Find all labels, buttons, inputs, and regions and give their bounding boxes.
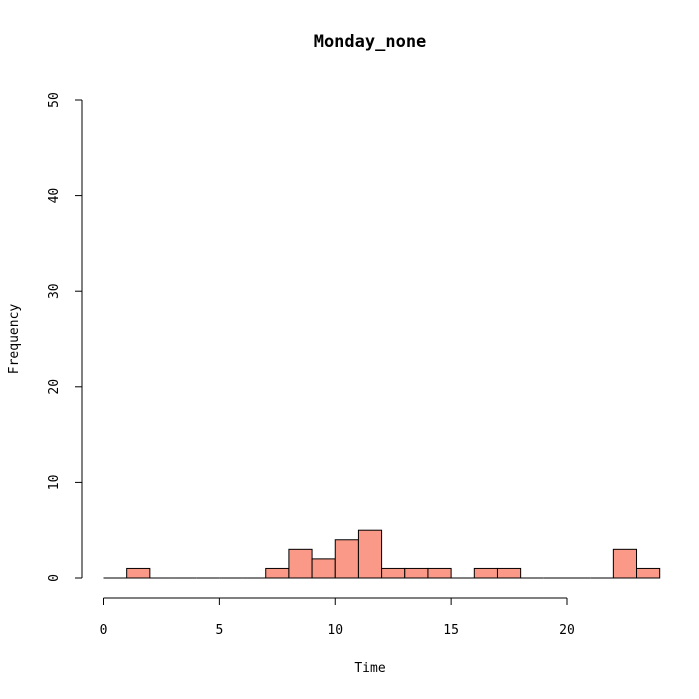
y-tick-label: 10 xyxy=(47,475,62,491)
y-tick-label: 0 xyxy=(47,574,62,582)
x-tick-label: 0 xyxy=(100,623,108,638)
histogram-bar xyxy=(427,567,452,579)
x-axis: 0 5 10 15 20 xyxy=(100,597,575,638)
histogram-bar xyxy=(496,567,522,579)
chart-title: Monday_none xyxy=(314,32,427,52)
x-axis-label: Time xyxy=(354,661,385,676)
histogram-bar xyxy=(288,548,313,579)
bar-group xyxy=(103,529,661,579)
x-tick-label: 20 xyxy=(559,623,575,638)
histogram-bar xyxy=(334,539,359,579)
x-tick-label: 5 xyxy=(215,623,223,638)
histogram-bar xyxy=(357,529,383,579)
y-tick-label: 40 xyxy=(47,188,62,204)
histogram-bar xyxy=(311,558,336,579)
y-tick-label: 20 xyxy=(47,379,62,395)
histogram-bar xyxy=(612,548,638,579)
x-tick-label: 15 xyxy=(443,623,459,638)
y-tick-label: 50 xyxy=(47,92,62,108)
histogram-bar xyxy=(381,567,406,579)
histogram-bar xyxy=(636,567,661,579)
histogram-bar xyxy=(126,567,151,579)
y-axis-label: Frequency xyxy=(7,304,22,375)
histogram-bar xyxy=(473,567,498,579)
histogram-bar xyxy=(265,567,290,579)
x-tick-label: 10 xyxy=(327,623,343,638)
y-tick-label: 30 xyxy=(47,283,62,299)
y-axis: 0 10 20 30 40 50 xyxy=(47,92,83,582)
histogram-bar xyxy=(404,567,429,579)
